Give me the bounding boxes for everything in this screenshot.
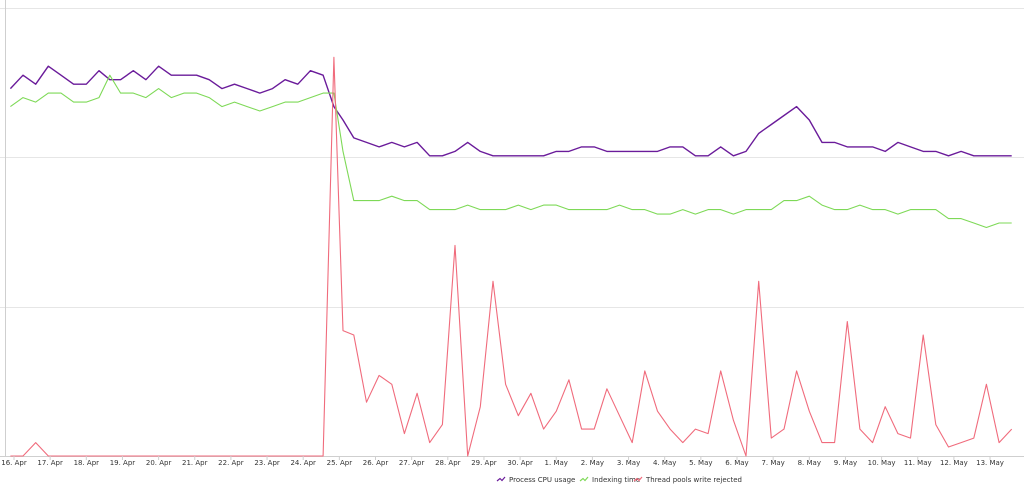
x-tick-label: 11. May <box>904 459 932 467</box>
x-tick-label: 28. Apr <box>435 459 461 467</box>
legend: Process CPU usage Indexing time Thread poo… <box>496 476 742 484</box>
x-tick-label: 16. Apr <box>1 459 27 467</box>
x-tick-label: 6. May <box>725 459 748 467</box>
x-tick-label: 2. May <box>581 459 604 467</box>
x-tick-label: 19. Apr <box>110 459 136 467</box>
legend-label: Indexing time <box>592 476 640 484</box>
x-tick-label: 27. Apr <box>399 459 425 467</box>
legend-item[interactable]: Process CPU usage <box>496 476 575 484</box>
x-tick-label: 9. May <box>834 459 857 467</box>
x-tick-label: 24. Apr <box>290 459 316 467</box>
x-tick-label: 30. Apr <box>507 459 533 467</box>
x-tick-label: 18. Apr <box>74 459 100 467</box>
x-tick-label: 21. Apr <box>182 459 208 467</box>
x-tick-label: 5. May <box>689 459 712 467</box>
series-line-indexing-time <box>10 74 1012 229</box>
x-tick-label: 8. May <box>798 459 821 467</box>
x-tick-label: 26. Apr <box>363 459 389 467</box>
series-layer <box>9 56 1013 457</box>
legend-label: Process CPU usage <box>509 476 575 484</box>
series-line-process-cpu-usage <box>9 65 1012 157</box>
x-tick-label: 7. May <box>761 459 784 467</box>
x-tick-label: 12. May <box>940 459 968 467</box>
legend-label: Thread pools write rejected <box>645 476 742 484</box>
x-tick-label: 1. May <box>545 459 568 467</box>
legend-line-icon <box>496 476 506 482</box>
series-line-thread-pools-write-rejected <box>10 56 1013 457</box>
legend-item[interactable]: Thread pools write rejected <box>633 476 742 484</box>
x-tick-label: 29. Apr <box>471 459 497 467</box>
x-tick-label: 22. Apr <box>218 459 244 467</box>
x-tick-label: 17. Apr <box>37 459 63 467</box>
x-tick-label: 3. May <box>617 459 640 467</box>
x-tick-label: 4. May <box>653 459 676 467</box>
x-tick-label: 23. Apr <box>254 459 280 467</box>
x-tick-label: 10. May <box>868 459 896 467</box>
legend-line-icon <box>633 476 643 482</box>
x-tick-label: 25. Apr <box>327 459 353 467</box>
legend-line-icon <box>579 476 589 482</box>
grid-layer <box>0 0 1024 457</box>
x-tick-label: 13. May <box>976 459 1004 467</box>
legend-item[interactable]: Indexing time <box>579 476 640 484</box>
x-axis: 16. Apr 17. Apr 18. Apr 19. Apr 20. Apr 21. A… <box>1 456 1004 467</box>
x-tick-label: 20. Apr <box>146 459 172 467</box>
